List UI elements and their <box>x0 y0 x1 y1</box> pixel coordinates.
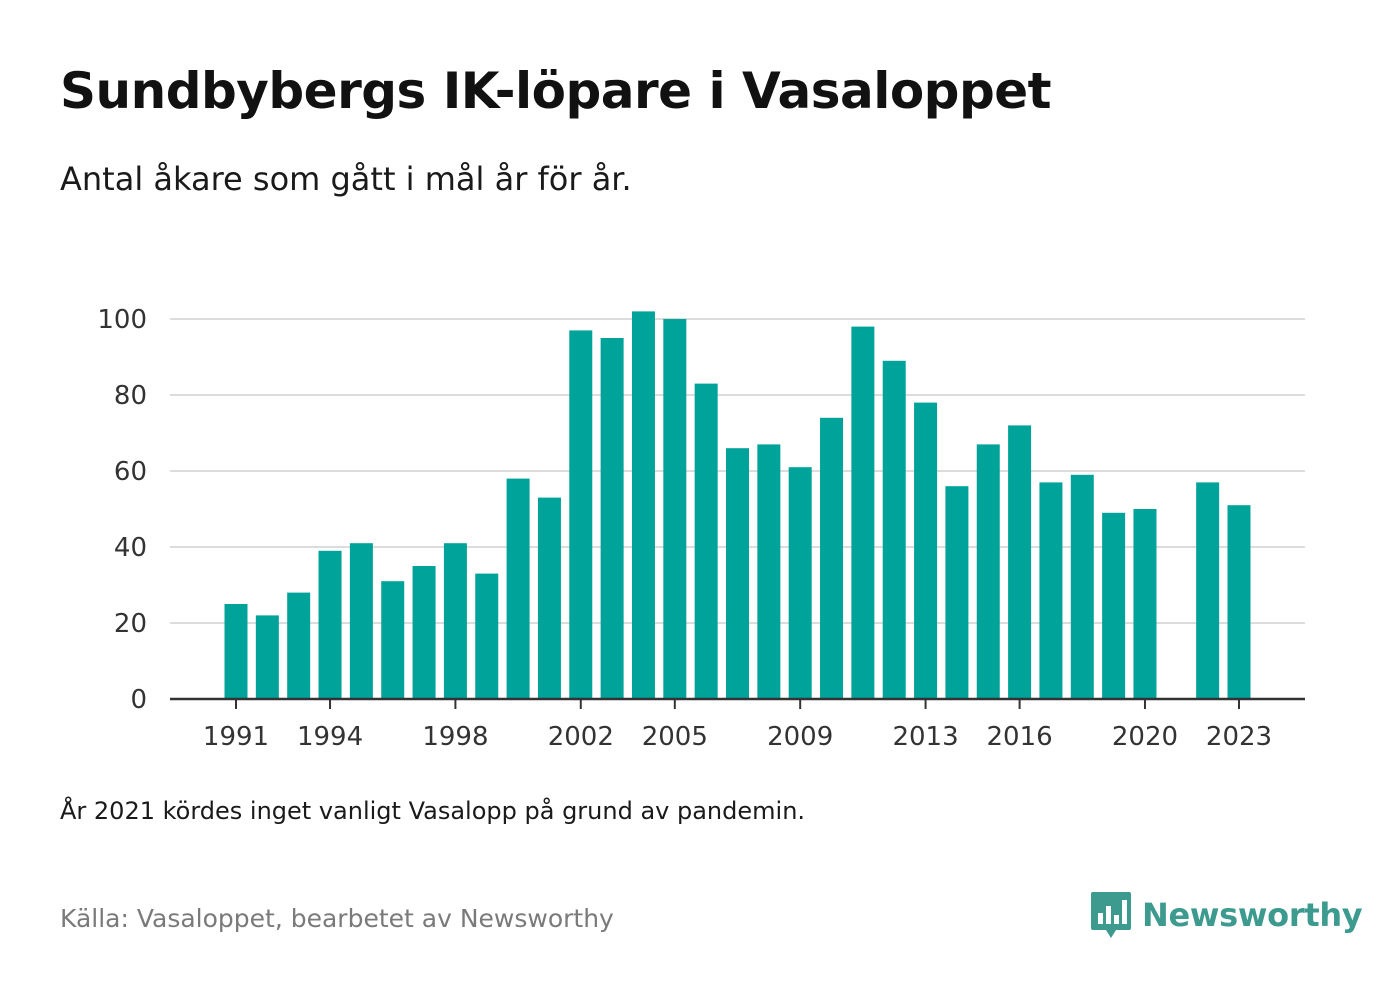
bar <box>537 497 561 699</box>
y-tick-label: 0 <box>130 685 147 715</box>
x-tick-label: 2005 <box>642 722 708 752</box>
x-tick-label: 2013 <box>892 722 958 752</box>
bar <box>287 592 311 699</box>
bar <box>224 604 248 699</box>
bar <box>600 338 624 699</box>
bar <box>349 543 373 699</box>
bar <box>255 615 279 699</box>
x-tick-label: 1991 <box>203 722 269 752</box>
y-tick-label: 80 <box>114 381 147 411</box>
bar <box>757 444 781 699</box>
bar <box>1039 482 1063 699</box>
bar <box>914 402 938 699</box>
bar <box>820 417 844 699</box>
bar <box>569 330 593 699</box>
bar <box>1227 505 1251 699</box>
bar <box>381 581 405 699</box>
brand-name: Newsworthy <box>1142 896 1363 934</box>
x-tick-label: 1998 <box>422 722 488 752</box>
x-tick-label: 2002 <box>548 722 614 752</box>
y-tick-label: 20 <box>114 609 147 639</box>
bar <box>663 319 687 699</box>
x-tick-label: 2009 <box>767 722 833 752</box>
chart-footnote: År 2021 kördes inget vanligt Vasalopp på… <box>60 797 806 825</box>
bar <box>1102 512 1126 699</box>
source-note: Källa: Vasaloppet, bearbetet av Newswort… <box>60 904 614 933</box>
bar <box>694 383 718 699</box>
x-tick-label: 1994 <box>297 722 363 752</box>
bar <box>1133 509 1157 699</box>
bar <box>1196 482 1220 699</box>
bar <box>318 550 342 699</box>
bar <box>631 311 655 699</box>
y-tick-label: 60 <box>114 457 147 487</box>
y-tick-label: 40 <box>114 533 147 563</box>
bar <box>945 486 969 699</box>
bar <box>506 478 530 699</box>
bar <box>1008 425 1032 699</box>
y-tick-label: 100 <box>97 305 147 335</box>
x-tick-label: 2023 <box>1206 722 1272 752</box>
bar <box>851 326 875 699</box>
chart-subtitle: Antal åkare som gått i mål år för år. <box>60 160 632 198</box>
chart-title: Sundbybergs IK-löpare i Vasaloppet <box>60 62 1052 120</box>
bar <box>1070 474 1094 699</box>
newsworthy-logo-icon <box>1091 892 1131 938</box>
brand-logo: Newsworthy <box>1090 890 1363 940</box>
bar <box>726 448 749 699</box>
bar <box>882 360 906 699</box>
x-tick-label: 2020 <box>1112 722 1178 752</box>
bar <box>412 566 436 699</box>
bar <box>475 573 499 699</box>
bar <box>443 543 467 699</box>
bar <box>976 444 1000 699</box>
bar <box>788 467 812 699</box>
x-tick-label: 2016 <box>987 722 1053 752</box>
